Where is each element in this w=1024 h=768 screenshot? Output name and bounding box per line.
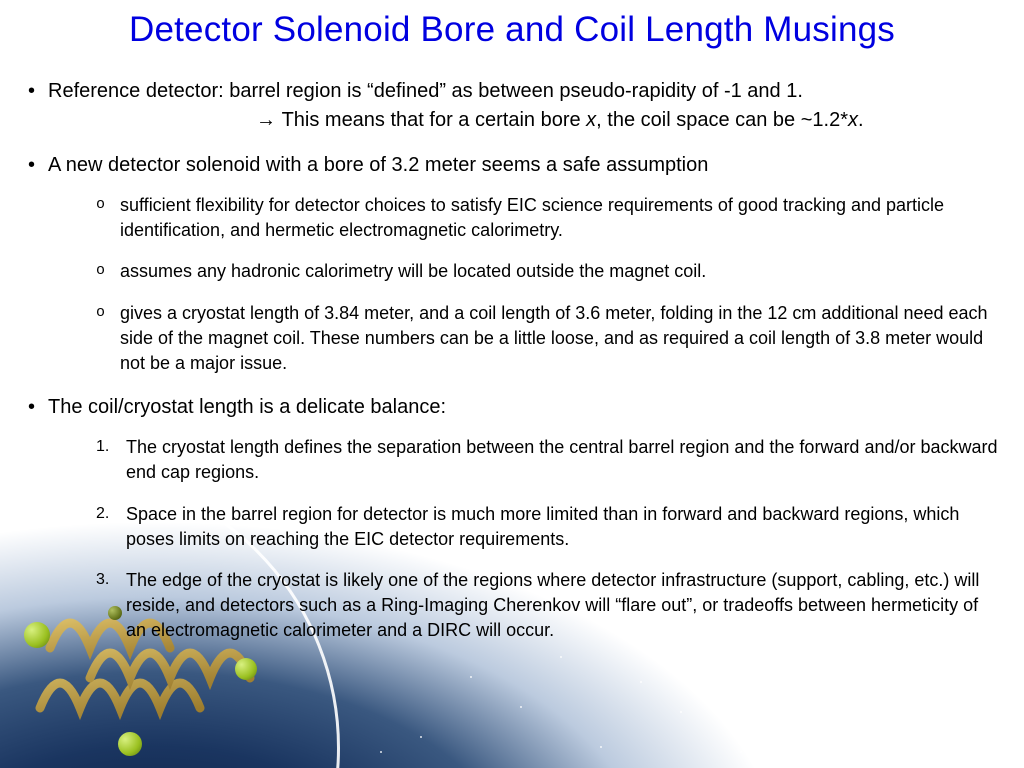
var-x: x (586, 109, 596, 131)
sub-n-1: The cryostat length defines the separati… (48, 435, 1002, 485)
slide-body: Reference detector: barrel region is “de… (22, 78, 1002, 661)
bullet-1-followup: → This means that for a certain bore x, … (48, 107, 1002, 134)
sub-o-2: assumes any hadronic calorimetry will be… (48, 259, 1002, 284)
bullet-2-text: A new detector solenoid with a bore of 3… (48, 154, 708, 176)
followup-mid: , the coil space can be ~1.2* (596, 109, 848, 131)
followup-post: . (858, 109, 864, 131)
sub-o-3: gives a cryostat length of 3.84 meter, a… (48, 301, 1002, 377)
page-number: 7 (1001, 742, 1010, 760)
sub-o-1: sufficient flexibility for detector choi… (48, 193, 1002, 243)
ball-icon (118, 732, 142, 756)
bullet-3-text: The coil/cryostat length is a delicate b… (48, 396, 446, 418)
bullet-1-text: Reference detector: barrel region is “de… (48, 80, 803, 102)
slide-title: Detector Solenoid Bore and Coil Length M… (0, 10, 1024, 50)
sub-n-3: The edge of the cryostat is likely one o… (48, 568, 1002, 644)
var-x: x (848, 109, 858, 131)
sub-n-2: Space in the barrel region for detector … (48, 502, 1002, 552)
slide: Detector Solenoid Bore and Coil Length M… (0, 0, 1024, 768)
bullet-3: The coil/cryostat length is a delicate b… (22, 394, 1002, 643)
followup-pre: This means that for a certain bore (282, 109, 587, 131)
bullet-1: Reference detector: barrel region is “de… (22, 78, 1002, 134)
bullet-2: A new detector solenoid with a bore of 3… (22, 152, 1002, 376)
